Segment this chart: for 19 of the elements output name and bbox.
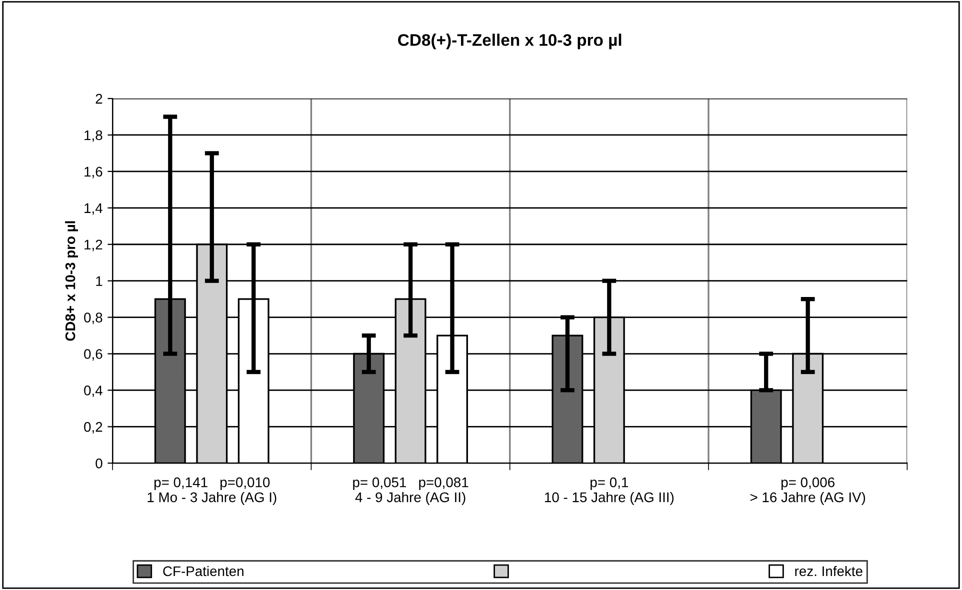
y-tick-label: 0,8 (84, 312, 102, 324)
y-tick-label: 0 (96, 458, 102, 468)
y-tick-label: 1,2 (84, 240, 102, 252)
x-tick-label: p= 0,141 p=0,010 1 Mo - 3 Jahre (AG I) (148, 477, 276, 505)
y-tick-label: 0,4 (84, 386, 102, 398)
y-axis-title: CD8+ x 10-3 pro µl (65, 221, 78, 341)
x-tick-label: p= 0,051 p=0,081 4 - 9 Jahre (AG II) (353, 477, 468, 505)
y-tick-label: 2 (96, 94, 102, 104)
y-tick-label: 1 (96, 276, 102, 286)
y-tick-label: 0,2 (84, 422, 102, 434)
y-tick-label: 1,4 (84, 203, 102, 215)
y-tick-label: 1,6 (84, 166, 102, 178)
y-tick-label: 1,8 (84, 130, 102, 142)
legend-label: CF-Patienten (163, 566, 244, 576)
x-tick-label: p= 0,1 10 - 15 Jahre (AG III) (545, 477, 674, 505)
chart-title: CD8(+)-T-Zellen x 10-3 pro µl (398, 34, 622, 50)
y-tick-label: 0,6 (84, 349, 102, 361)
x-tick-label: p= 0,006 > 16 Jahre (AG IV) (750, 477, 866, 505)
legend-label: rez. Infekte (795, 566, 862, 576)
